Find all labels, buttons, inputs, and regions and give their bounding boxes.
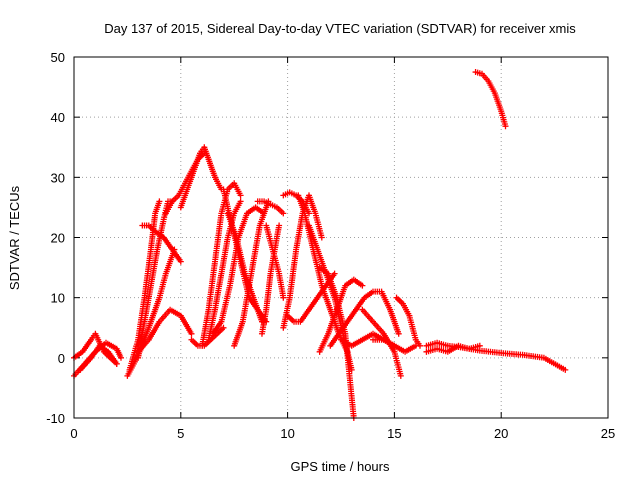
data-series-track-5 xyxy=(126,198,163,373)
data-series-track-9 xyxy=(162,150,208,217)
data-series-track-13 xyxy=(205,198,244,343)
data-series-track-3 xyxy=(77,342,120,373)
data-series-track-34 xyxy=(423,342,483,355)
x-tick-label: 0 xyxy=(70,426,77,441)
plot-frame xyxy=(73,56,609,419)
data-series-track-7 xyxy=(139,222,184,265)
data-series-track-33 xyxy=(423,339,569,373)
chart-title: Day 137 of 2015, Sidereal Day-to-day VTE… xyxy=(104,21,576,36)
data-markers xyxy=(71,69,569,421)
y-tick-label: -10 xyxy=(46,411,65,426)
data-series-track-31 xyxy=(370,336,419,355)
y-tick-label: 0 xyxy=(58,351,65,366)
x-tick-label: 15 xyxy=(387,426,401,441)
x-tick-label: 25 xyxy=(601,426,615,441)
x-tick-label: 10 xyxy=(280,426,294,441)
data-series-track-8 xyxy=(135,306,195,355)
data-series-track-17 xyxy=(231,198,272,349)
y-tick-label: 30 xyxy=(51,170,65,185)
data-series-track-12 xyxy=(199,180,244,349)
data-series-track-6 xyxy=(135,198,176,361)
data-series-track-16 xyxy=(224,210,265,325)
data-series-track-32 xyxy=(393,294,423,349)
axis-ticks: 0 5 10 15 20 25 -10 0 10 20 30 40 50 xyxy=(46,50,615,441)
x-axis-label: GPS time / hours xyxy=(291,459,390,474)
y-tick-label: 20 xyxy=(51,231,65,246)
y-axis-label: SDTVAR / TECUs xyxy=(7,185,22,290)
data-series-track-18 xyxy=(254,198,287,217)
y-tick-label: 50 xyxy=(51,50,65,65)
data-series-track-10 xyxy=(177,144,225,211)
y-tick-label: 40 xyxy=(51,110,65,125)
x-tick-label: 20 xyxy=(494,426,508,441)
x-tick-label: 5 xyxy=(177,426,184,441)
data-series-track-20 xyxy=(263,222,287,301)
grid-lines xyxy=(74,57,608,418)
data-series-track-35 xyxy=(472,69,509,130)
data-series-track-28 xyxy=(327,288,402,349)
data-series-track-27 xyxy=(316,276,366,355)
y-tick-label: 10 xyxy=(51,291,65,306)
